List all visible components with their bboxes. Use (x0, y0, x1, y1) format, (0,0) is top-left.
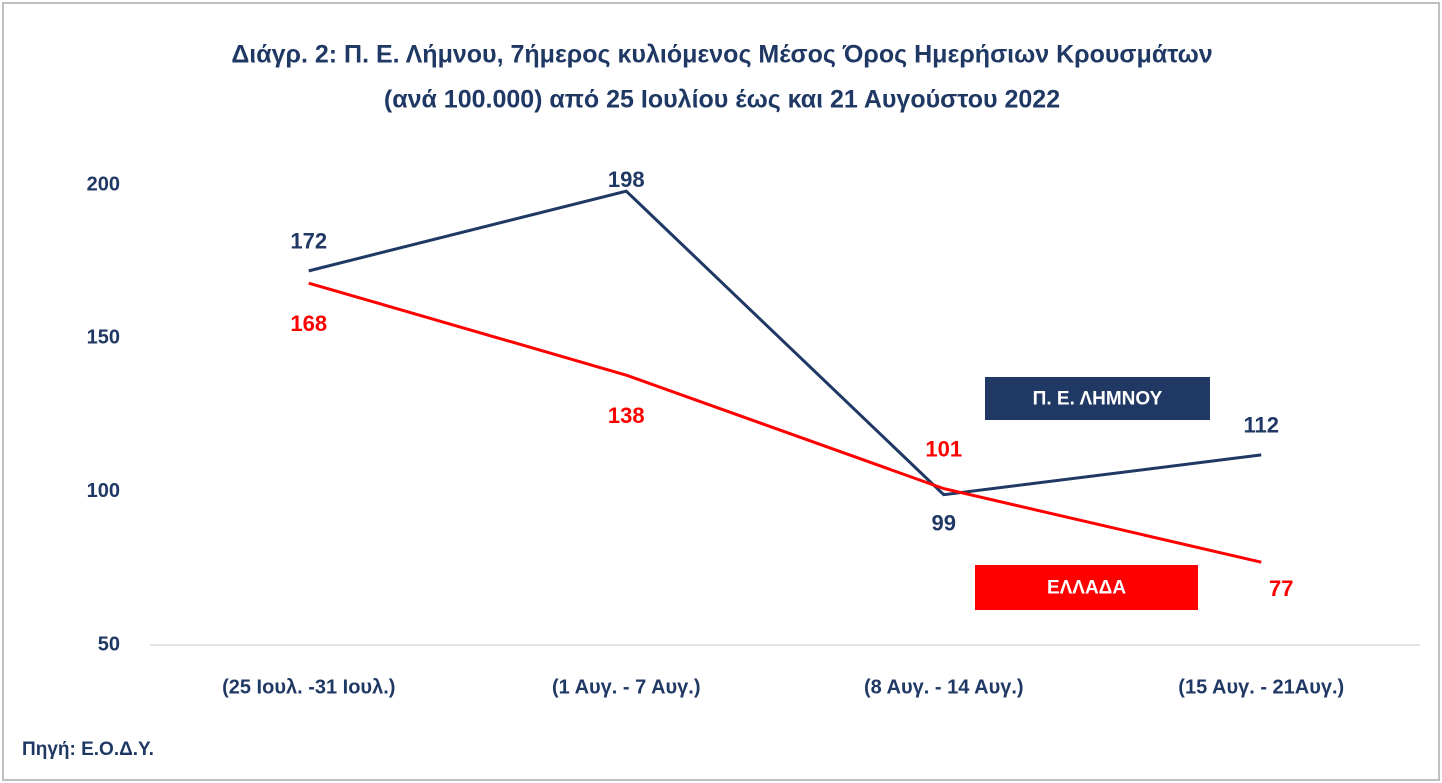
data-label: 168 (290, 311, 327, 336)
data-label: 138 (608, 403, 645, 428)
x-tick-label: (8 Αυγ. - 14 Αυγ.) (864, 676, 1024, 698)
x-tick-label: (15 Αυγ. - 21Αυγ.) (1178, 676, 1344, 698)
y-tick-label: 200 (87, 173, 120, 195)
data-label: 172 (290, 229, 327, 254)
legend-label: ΕΛΛΑΔΑ (1047, 578, 1126, 599)
source-note: Πηγή: Ε.Ο.Δ.Υ. (22, 739, 154, 760)
series-line (308, 281, 1262, 564)
x-tick-label: (25 Ιουλ. -31 Ιουλ.) (222, 676, 395, 698)
data-label: 101 (925, 436, 962, 461)
chart-subtitle: (ανά 100.000) από 25 Ιουλίου έως και 21 … (384, 86, 1060, 114)
y-tick-label: 50 (98, 633, 120, 655)
y-tick-label: 100 (87, 480, 120, 502)
legend-swatch (975, 565, 1198, 610)
x-tick-label: (1 Αυγ. - 7 Αυγ.) (552, 676, 701, 698)
data-label: 198 (608, 167, 645, 192)
data-label: 77 (1269, 576, 1293, 601)
legend-label: Π. Ε. ΛΗΜΝΟΥ (1033, 389, 1163, 410)
legend-swatch (985, 377, 1210, 420)
y-tick-label: 150 (87, 327, 120, 349)
data-label: 112 (1244, 413, 1280, 438)
data-label: 99 (932, 511, 956, 536)
chart-title: Διάγρ. 2: Π. Ε. Λήμνου, 7ήμερος κυλιόμεν… (231, 41, 1212, 69)
series-line (308, 189, 1262, 497)
